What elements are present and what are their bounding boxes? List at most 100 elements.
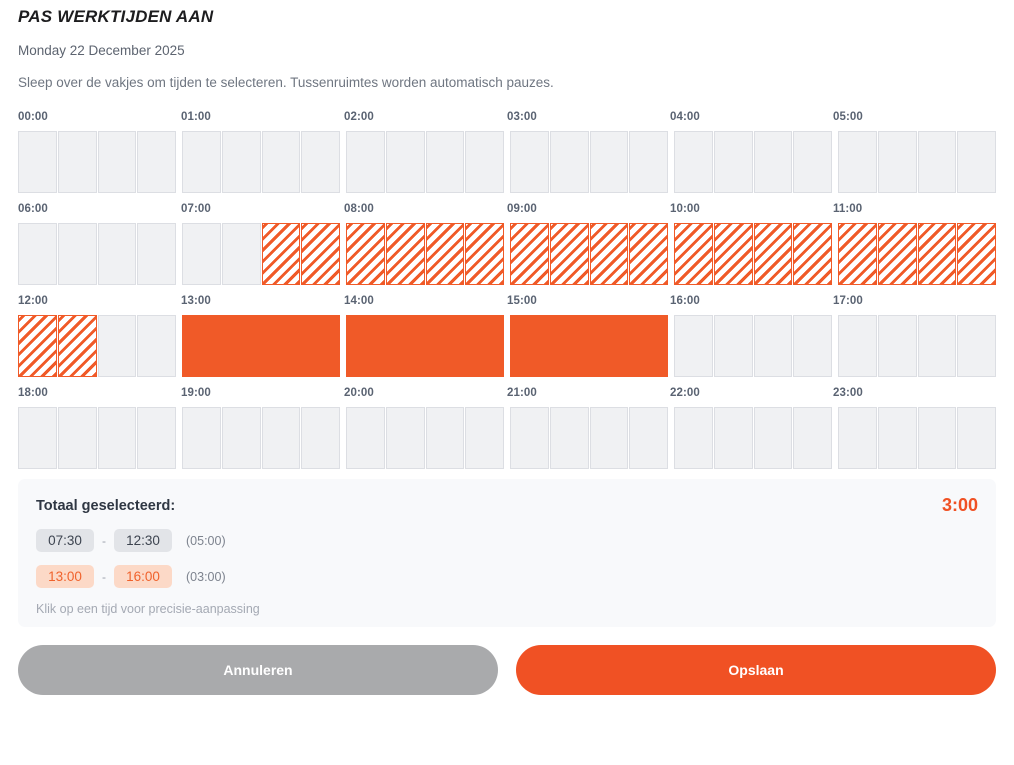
time-slot-cell[interactable]	[713, 315, 753, 377]
time-slot-cell[interactable]	[753, 407, 793, 469]
time-slot-cell[interactable]	[838, 223, 877, 285]
time-slot-cell[interactable]	[346, 131, 385, 193]
time-slot-cell[interactable]	[957, 223, 996, 285]
time-slot-cell[interactable]	[629, 407, 668, 469]
time-slot-cell[interactable]	[137, 223, 176, 285]
time-slot-cell[interactable]	[753, 131, 793, 193]
time-slot-cell[interactable]	[18, 315, 57, 377]
time-slot-cell[interactable]	[182, 407, 221, 469]
time-slot-cell[interactable]	[465, 407, 504, 469]
time-slot-cell[interactable]	[877, 223, 917, 285]
time-slot-cell[interactable]	[97, 223, 137, 285]
time-slot-cell[interactable]	[589, 223, 629, 285]
time-slot-cell[interactable]	[589, 131, 629, 193]
time-slot-cell[interactable]	[18, 407, 57, 469]
time-slot-cell[interactable]	[97, 315, 137, 377]
range-start-chip[interactable]: 13:00	[36, 565, 94, 588]
time-slot-cell[interactable]	[57, 131, 97, 193]
time-slot-cell[interactable]	[301, 223, 340, 285]
time-slot-cell[interactable]	[137, 407, 176, 469]
time-slot-cell[interactable]	[465, 131, 504, 193]
time-slot-cell[interactable]	[261, 315, 301, 377]
time-slot-cell[interactable]	[261, 131, 301, 193]
time-slot-cell[interactable]	[713, 131, 753, 193]
time-slot-cell[interactable]	[674, 407, 713, 469]
time-slot-cell[interactable]	[628, 315, 668, 377]
time-slot-cell[interactable]	[465, 223, 504, 285]
time-slot-cell[interactable]	[753, 315, 793, 377]
time-slot-cell[interactable]	[674, 315, 713, 377]
time-slot-cell[interactable]	[917, 407, 957, 469]
time-slot-cell[interactable]	[221, 315, 261, 377]
time-slot-cell[interactable]	[957, 315, 996, 377]
time-slot-cell[interactable]	[57, 315, 97, 377]
range-start-chip[interactable]: 07:30	[36, 529, 94, 552]
time-slot-cell[interactable]	[57, 407, 97, 469]
range-end-chip[interactable]: 12:30	[114, 529, 172, 552]
time-slot-cell[interactable]	[838, 315, 877, 377]
time-slot-cell[interactable]	[838, 407, 877, 469]
cancel-button[interactable]: Annuleren	[18, 645, 498, 695]
time-slot-cell[interactable]	[18, 131, 57, 193]
time-slot-cell[interactable]	[549, 407, 589, 469]
time-slot-cell[interactable]	[221, 131, 261, 193]
time-slot-cell[interactable]	[385, 315, 425, 377]
time-slot-cell[interactable]	[629, 131, 668, 193]
time-slot-cell[interactable]	[346, 223, 385, 285]
time-slot-cell[interactable]	[425, 223, 465, 285]
time-slot-cell[interactable]	[300, 315, 340, 377]
time-slot-cell[interactable]	[182, 131, 221, 193]
time-slot-cell[interactable]	[629, 223, 668, 285]
time-slot-cell[interactable]	[549, 131, 589, 193]
time-slot-cell[interactable]	[510, 315, 550, 377]
time-slot-cell[interactable]	[221, 223, 261, 285]
time-slot-cell[interactable]	[549, 223, 589, 285]
time-slot-cell[interactable]	[510, 223, 549, 285]
save-button[interactable]: Opslaan	[516, 645, 996, 695]
time-slot-cell[interactable]	[917, 315, 957, 377]
time-slot-cell[interactable]	[137, 131, 176, 193]
time-slot-cell[interactable]	[674, 131, 713, 193]
time-slot-cell[interactable]	[346, 315, 386, 377]
time-slot-cell[interactable]	[182, 223, 221, 285]
time-slot-cell[interactable]	[713, 407, 753, 469]
time-slot-cell[interactable]	[97, 407, 137, 469]
time-slot-cell[interactable]	[917, 131, 957, 193]
time-slot-cell[interactable]	[425, 407, 465, 469]
time-slot-cell[interactable]	[674, 223, 713, 285]
time-slot-cell[interactable]	[793, 131, 832, 193]
time-slot-cell[interactable]	[57, 223, 97, 285]
range-end-chip[interactable]: 16:00	[114, 565, 172, 588]
time-slot-cell[interactable]	[589, 407, 629, 469]
time-slot-cell[interactable]	[385, 223, 425, 285]
time-slot-cell[interactable]	[957, 407, 996, 469]
time-slot-cell[interactable]	[261, 223, 301, 285]
time-slot-cell[interactable]	[877, 131, 917, 193]
time-slot-cell[interactable]	[97, 131, 137, 193]
time-slot-cell[interactable]	[793, 315, 832, 377]
time-slot-cell[interactable]	[137, 315, 176, 377]
time-slot-cell[interactable]	[877, 315, 917, 377]
time-slot-cell[interactable]	[589, 315, 629, 377]
time-slot-cell[interactable]	[425, 131, 465, 193]
time-slot-cell[interactable]	[182, 315, 222, 377]
time-slot-cell[interactable]	[18, 223, 57, 285]
time-slot-cell[interactable]	[549, 315, 589, 377]
time-slot-cell[interactable]	[385, 131, 425, 193]
time-slot-cell[interactable]	[301, 407, 340, 469]
time-slot-cell[interactable]	[261, 407, 301, 469]
time-slot-cell[interactable]	[713, 223, 753, 285]
time-slot-cell[interactable]	[877, 407, 917, 469]
time-slot-cell[interactable]	[793, 223, 832, 285]
time-slot-cell[interactable]	[510, 407, 549, 469]
time-slot-cell[interactable]	[793, 407, 832, 469]
time-slot-cell[interactable]	[464, 315, 504, 377]
time-slot-cell[interactable]	[753, 223, 793, 285]
time-slot-cell[interactable]	[838, 131, 877, 193]
time-slot-cell[interactable]	[221, 407, 261, 469]
time-slot-cell[interactable]	[510, 131, 549, 193]
time-slot-cell[interactable]	[917, 223, 957, 285]
time-slot-cell[interactable]	[346, 407, 385, 469]
time-slot-cell[interactable]	[301, 131, 340, 193]
time-slot-cell[interactable]	[425, 315, 465, 377]
